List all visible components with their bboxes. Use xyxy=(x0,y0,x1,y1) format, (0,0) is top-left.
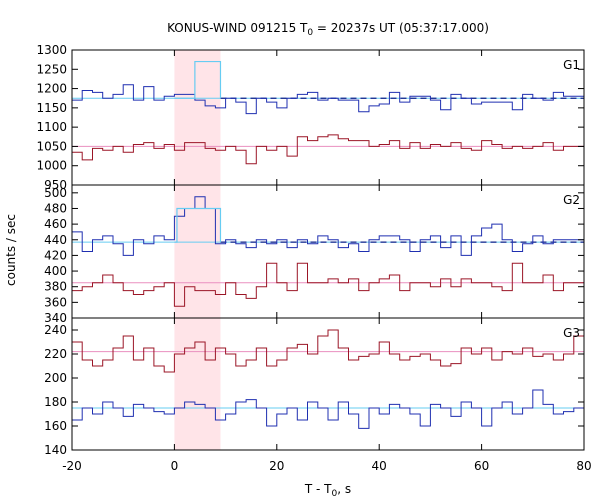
y-tick-label: 220 xyxy=(44,347,67,361)
y-tick-label: 480 xyxy=(44,201,67,215)
y-tick-label: 360 xyxy=(44,295,67,309)
series-g3-red xyxy=(72,329,584,373)
y-tick-label: 240 xyxy=(44,323,67,337)
x-tick-label: 80 xyxy=(576,459,591,473)
series-g2-blue xyxy=(72,196,584,256)
plot-area: 950 1000 1050 1100 1150 1200 1250 1300 G1 340 3603… xyxy=(36,43,591,473)
y-tick-label: 200 xyxy=(44,371,67,385)
y-tick-label: 160 xyxy=(44,419,67,433)
y-tick-label: 340 xyxy=(44,311,67,325)
x-tick-label: 40 xyxy=(372,459,387,473)
y-tick-label: 380 xyxy=(44,280,67,294)
series-g3-blue xyxy=(72,389,584,429)
y-tick-label: 1050 xyxy=(36,139,67,153)
x-tick-label: 20 xyxy=(269,459,284,473)
g1-burst-light-blue xyxy=(174,60,222,99)
y-axis-label: counts / sec xyxy=(4,214,18,286)
y-tick-label: 500 xyxy=(44,186,67,200)
y-tick-label: 140 xyxy=(44,443,67,457)
x-tick-label: -20 xyxy=(62,459,82,473)
y-tick-label: 1150 xyxy=(36,101,67,115)
chart-title: KONUS-WIND 091215 T0 = 20237s UT (05:37:… xyxy=(167,21,489,38)
g2-burst-light-blue xyxy=(174,207,222,243)
y-tick-label: 440 xyxy=(44,233,67,247)
panel-frame-g2 xyxy=(71,184,585,319)
panel-frame-g1 xyxy=(71,49,585,186)
y-tick-label: 1200 xyxy=(36,82,67,96)
x-tick-label: 60 xyxy=(474,459,489,473)
y-tick-label: 1300 xyxy=(36,43,67,57)
y-tick-label: 1000 xyxy=(36,159,67,173)
y-tick-label: 180 xyxy=(44,395,67,409)
y-tick-label: 460 xyxy=(44,217,67,231)
series-g2-red xyxy=(72,262,584,307)
y-tick-label: 420 xyxy=(44,248,67,262)
series-g1-red xyxy=(72,134,584,165)
y-tick-label: 1100 xyxy=(36,120,67,134)
panel-label-g2: G2 xyxy=(563,193,580,207)
y-tick-label: 400 xyxy=(44,264,67,278)
x-tick-label: 0 xyxy=(171,459,179,473)
panel-frame-g3 xyxy=(71,317,585,451)
panel-label-g1: G1 xyxy=(563,58,580,72)
y-tick-label: 950 xyxy=(44,178,67,192)
series-g1-blue xyxy=(72,84,584,115)
y-tick-label: 1250 xyxy=(36,62,67,76)
burst-interval-highlight xyxy=(174,50,221,450)
panel-label-g3: G3 xyxy=(563,326,580,340)
x-axis-label: T - T0, s xyxy=(304,482,351,499)
